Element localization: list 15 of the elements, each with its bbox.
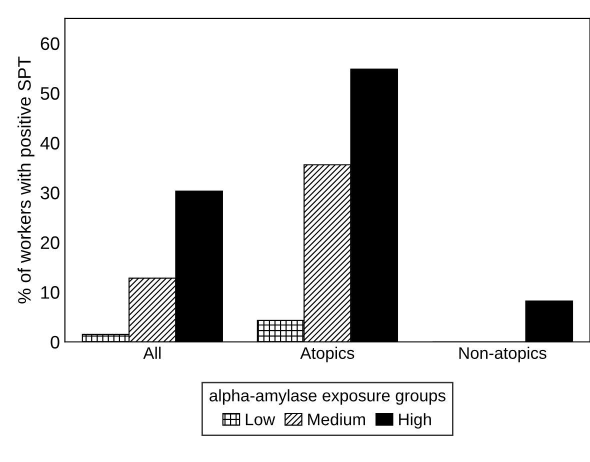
x-tick-label: Non-atopics xyxy=(459,346,546,362)
y-axis-title: % of workers with positive SPT xyxy=(18,56,34,304)
legend-label: High xyxy=(399,413,431,429)
y-tick-label: 10 xyxy=(41,286,60,299)
y-tick-label: 60 xyxy=(40,37,60,50)
y-tick-label: 20 xyxy=(40,236,60,250)
y-tick-label: 50 xyxy=(40,87,60,100)
legend-label: Medium xyxy=(308,413,365,426)
legend-label: Low xyxy=(246,414,276,426)
legend-title: alpha-amylase exposure groups xyxy=(210,389,446,405)
y-tick-label: 30 xyxy=(40,186,60,200)
x-tick-label: All xyxy=(143,346,161,359)
y-tick-label: 40 xyxy=(40,136,60,150)
x-tick-label: Atopics xyxy=(300,346,354,362)
y-tick-label: 0 xyxy=(50,336,60,349)
